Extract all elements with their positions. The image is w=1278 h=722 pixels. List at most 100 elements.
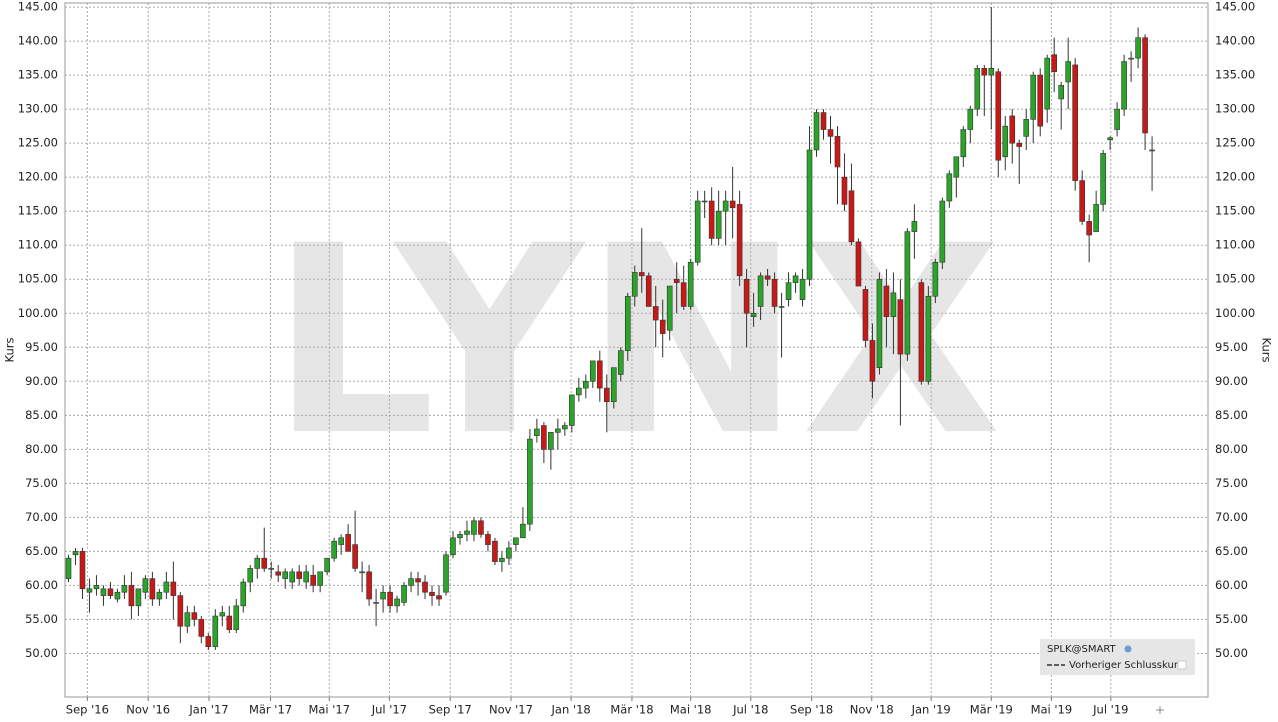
candle-body	[953, 156, 960, 178]
candle-body	[778, 306, 785, 308]
candle-body	[624, 295, 631, 351]
candle-body	[841, 176, 848, 205]
candle-body	[715, 210, 722, 239]
x-tick-label: Sep '17	[429, 703, 472, 717]
y2-tick-label: 80.00	[1215, 442, 1248, 456]
candle-body	[65, 557, 72, 579]
candle-body	[806, 149, 813, 280]
candle-body	[135, 588, 142, 607]
candle-body	[303, 571, 309, 583]
candle-body	[184, 612, 191, 627]
candle-body	[911, 221, 918, 232]
candle-body	[562, 425, 568, 430]
candle-body	[408, 578, 414, 586]
candle-body	[429, 591, 435, 596]
candle-body	[932, 261, 939, 297]
scroll-icon[interactable]	[1156, 706, 1164, 714]
candle-body	[918, 282, 925, 382]
candle-body	[694, 200, 701, 263]
candle-body	[387, 591, 393, 607]
candle-body	[394, 598, 400, 607]
candle-body	[1100, 153, 1106, 205]
y2-tick-label: 85.00	[1215, 408, 1248, 422]
candle-body	[1142, 37, 1148, 134]
x-tick-label: Mär '18	[610, 703, 653, 717]
candle-body	[100, 588, 107, 596]
y2-tick-label: 90.00	[1215, 374, 1248, 388]
candle-body	[785, 282, 792, 300]
candle-body	[1114, 108, 1120, 130]
candle-body	[506, 547, 512, 559]
candle-body	[513, 537, 519, 545]
candle-body	[890, 292, 897, 317]
candle-body	[247, 568, 254, 583]
candle-body	[163, 581, 170, 593]
legend-previous-close: Vorheriger Schlusskurs	[1069, 660, 1183, 671]
legend-icon	[1124, 645, 1132, 653]
y-tick-label: 70.00	[25, 510, 58, 524]
watermark: LYNX	[270, 191, 1002, 493]
candle-body	[1107, 137, 1113, 141]
candle-body	[261, 557, 268, 569]
candle-body	[904, 231, 911, 355]
y-tick-label: 115.00	[18, 204, 58, 218]
y2-tick-label: 135.00	[1215, 68, 1255, 82]
x-tick-label: Nov '18	[850, 703, 894, 717]
candle-body	[359, 571, 365, 574]
candle-body	[820, 112, 827, 130]
y2-tick-label: 75.00	[1215, 476, 1248, 490]
candle-body	[1051, 54, 1058, 73]
y2-tick-label: 120.00	[1215, 170, 1255, 184]
x-tick-label: Mär '17	[249, 703, 292, 717]
candle-body	[757, 275, 764, 307]
candle-body	[792, 275, 799, 283]
y2-tick-label: 55.00	[1215, 612, 1248, 626]
candle-body	[352, 544, 358, 569]
candle-body	[659, 319, 666, 334]
y-tick-label: 50.00	[25, 646, 58, 660]
candle-body	[1023, 119, 1030, 137]
y2-axis-label: Kurs	[1260, 338, 1274, 363]
candle-body	[415, 578, 421, 583]
candle-body	[974, 68, 981, 110]
candle-body	[750, 312, 757, 317]
candle-body	[876, 278, 883, 368]
candle-body	[610, 367, 617, 403]
x-tick-label: Jan '19	[911, 703, 951, 717]
y2-tick-label: 60.00	[1215, 578, 1248, 592]
candle-body	[492, 540, 498, 562]
candle-body	[149, 578, 156, 600]
y-tick-label: 120.00	[18, 170, 58, 184]
candle-body	[645, 275, 652, 307]
x-tick-label: Mär '19	[970, 703, 1013, 717]
candle-body	[499, 557, 505, 562]
y-tick-label: 135.00	[18, 68, 58, 82]
x-tick-label: Mai '19	[1031, 703, 1073, 717]
y2-tick-label: 70.00	[1215, 510, 1248, 524]
y2-tick-label: 110.00	[1215, 238, 1255, 252]
candle-body	[177, 595, 184, 627]
candle-body	[478, 520, 484, 535]
candle-body	[666, 285, 673, 331]
y2-tick-label: 105.00	[1215, 272, 1255, 286]
candle-body	[338, 537, 344, 545]
y-tick-label: 140.00	[18, 34, 58, 48]
candle-body	[583, 380, 589, 389]
candle-body	[457, 534, 463, 539]
candle-body	[93, 585, 100, 590]
candle-body	[590, 360, 596, 382]
y2-tick-label: 130.00	[1215, 102, 1255, 116]
y-tick-label: 90.00	[25, 374, 58, 388]
y2-tick-label: 125.00	[1215, 136, 1255, 150]
candle-body	[485, 534, 491, 545]
x-tick-label: Sep '16	[66, 703, 109, 717]
legend-checkbox[interactable]	[1177, 660, 1187, 670]
candle-body	[869, 340, 876, 382]
candle-body	[722, 200, 729, 212]
candle-body	[1072, 64, 1078, 181]
x-tick-label: Nov '17	[489, 703, 533, 717]
candle-body	[708, 200, 715, 239]
candle-body	[324, 557, 330, 573]
candle-body	[464, 530, 470, 535]
